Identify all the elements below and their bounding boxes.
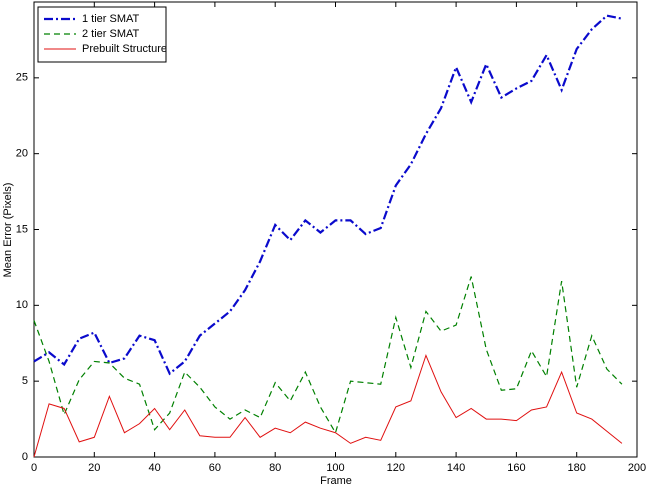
series-line	[33, 276, 623, 435]
x-tick-label: 200	[628, 462, 646, 474]
x-tick-label: 100	[326, 462, 344, 474]
x-tick-label: 80	[269, 462, 281, 474]
x-tick-label: 140	[447, 462, 465, 474]
x-tick-label: 20	[88, 462, 100, 474]
x-tick-label: 180	[568, 462, 586, 474]
y-tick-label: 10	[16, 299, 28, 311]
legend-label: Prebuilt Structure	[82, 43, 167, 55]
x-tick-label: 160	[507, 462, 525, 474]
x-tick-label: 40	[148, 462, 160, 474]
x-tick-label: 120	[387, 462, 405, 474]
series-line	[33, 14, 623, 376]
series-line	[33, 353, 623, 458]
y-axis-label: Mean Error (Pixels)	[2, 183, 14, 278]
legend-label: 2 tier SMAT	[82, 28, 140, 40]
x-tick-label: 0	[31, 462, 37, 474]
plot-frame	[33, 1, 638, 458]
x-tick-label: 60	[209, 462, 221, 474]
y-tick-label: 20	[16, 148, 28, 160]
y-tick-label: 5	[22, 375, 28, 387]
y-tick-label: 0	[22, 451, 28, 463]
x-axis-label: Frame	[320, 475, 352, 487]
legend-label: 1 tier SMAT	[82, 13, 140, 25]
legend-box	[37, 6, 167, 63]
y-tick-label: 15	[16, 223, 28, 235]
y-tick-label: 25	[16, 72, 28, 84]
